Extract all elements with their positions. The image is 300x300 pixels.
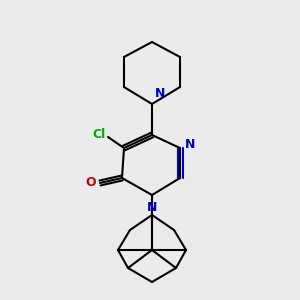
Text: N: N: [155, 87, 165, 100]
Text: O: O: [85, 176, 96, 190]
Text: Cl: Cl: [93, 128, 106, 140]
Text: N: N: [185, 139, 195, 152]
Text: N: N: [147, 201, 157, 214]
